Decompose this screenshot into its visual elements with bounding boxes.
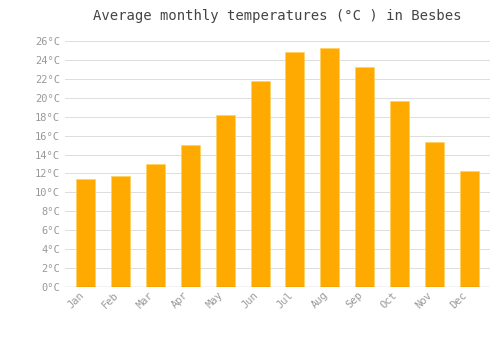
- Bar: [181, 145, 200, 287]
- Bar: [146, 164, 165, 287]
- Bar: [460, 170, 478, 287]
- Title: Average monthly temperatures (°C ) in Besbes: Average monthly temperatures (°C ) in Be…: [93, 9, 462, 23]
- Bar: [250, 81, 270, 287]
- Bar: [216, 115, 235, 287]
- Bar: [111, 176, 130, 287]
- Bar: [320, 48, 340, 287]
- Bar: [390, 100, 409, 287]
- Bar: [76, 179, 96, 287]
- Bar: [424, 142, 444, 287]
- Bar: [355, 66, 374, 287]
- Bar: [286, 52, 304, 287]
